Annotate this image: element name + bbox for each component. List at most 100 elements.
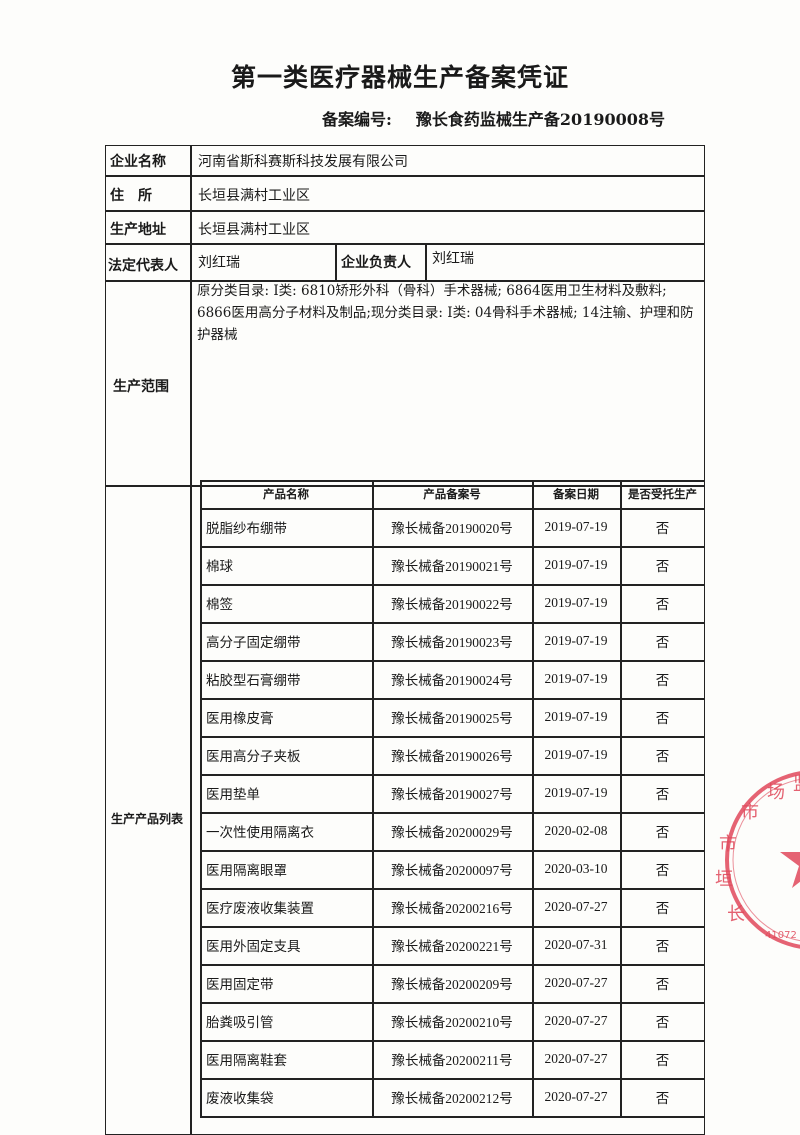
product-record-number: 豫长械备20190024号 [391, 673, 513, 688]
product-name: 胎粪吸引管 [206, 1015, 274, 1030]
product-entrusted: 否 [655, 1015, 670, 1030]
row-divider [200, 1040, 705, 1042]
legal-rep-value: 刘红瑞 [198, 255, 240, 271]
svg-text:41072: 41072 [765, 930, 797, 941]
product-record-date: 2020-07-27 [544, 1013, 608, 1028]
row-divider [200, 926, 705, 928]
row-divider [200, 660, 705, 662]
header-product-name: 产品名称 [263, 489, 309, 501]
product-entrusted: 否 [655, 597, 670, 612]
product-name: 医用橡皮膏 [206, 711, 274, 726]
row-divider [200, 480, 705, 482]
product-name: 医用隔离鞋套 [206, 1053, 287, 1068]
product-entrusted: 否 [655, 521, 670, 536]
product-entrusted: 否 [655, 749, 670, 764]
product-entrusted: 否 [655, 635, 670, 650]
product-record-date: 2019-07-19 [544, 519, 608, 534]
product-record-number: 豫长械备20200209号 [391, 977, 513, 992]
product-record-number: 豫长械备20200221号 [391, 939, 513, 954]
product-record-number: 豫长械备20190026号 [391, 749, 513, 764]
product-record-number: 豫长械备20190023号 [391, 635, 513, 650]
row-divider [200, 622, 705, 624]
product-name: 医用高分子夹板 [206, 749, 301, 764]
product-record-date: 2019-07-19 [544, 709, 608, 724]
row-divider [200, 1116, 705, 1118]
product-record-date: 2020-07-27 [544, 1051, 608, 1066]
header-record-number: 产品备案号 [423, 489, 481, 501]
document-title: 第一类医疗器械生产备案凭证 [230, 63, 569, 92]
product-record-date: 2019-07-19 [544, 785, 608, 800]
svg-text:垣: 垣 [715, 869, 733, 890]
product-name: 医疗废液收集装置 [206, 901, 314, 916]
product-record-date: 2020-07-31 [544, 937, 608, 952]
header-record-date: 备案日期 [553, 489, 599, 501]
column-divider [372, 480, 374, 1116]
product-name: 棉球 [206, 559, 233, 574]
product-entrusted: 否 [655, 787, 670, 802]
product-name: 医用外固定支具 [206, 939, 301, 954]
header-entrusted: 是否受托生产 [628, 489, 697, 501]
column-divider [532, 480, 534, 1116]
product-record-number: 豫长械备20200216号 [391, 901, 513, 916]
company-head-label: 企业负责人 [341, 255, 411, 271]
column-divider [620, 480, 622, 1116]
product-record-date: 2020-07-27 [544, 1089, 608, 1104]
scope-label: 生产范围 [113, 379, 169, 395]
product-record-number: 豫长械备20200029号 [391, 825, 513, 840]
product-record-number: 豫长械备20190027号 [391, 787, 513, 802]
product-entrusted: 否 [655, 1053, 670, 1068]
row-divider [200, 736, 705, 738]
row-divider [200, 584, 705, 586]
product-record-date: 2020-07-27 [544, 899, 608, 914]
product-entrusted: 否 [655, 863, 670, 878]
product-name: 粘胶型石膏绷带 [206, 673, 301, 688]
production-address-value: 长垣县满村工业区 [198, 222, 310, 238]
column-divider [200, 480, 202, 1116]
product-record-number: 豫长械备20190025号 [391, 711, 513, 726]
row-divider [200, 850, 705, 852]
product-record-number: 豫长械备20190021号 [391, 559, 513, 574]
record-number: 备案编号: 豫长食药监械生产备20190008号 [322, 110, 665, 129]
product-record-number: 豫长械备20200210号 [391, 1015, 513, 1030]
product-record-number: 豫长械备20200097号 [391, 863, 513, 878]
product-entrusted: 否 [655, 673, 670, 688]
divider [105, 280, 705, 282]
product-entrusted: 否 [655, 825, 670, 840]
product-entrusted: 否 [655, 901, 670, 916]
svg-text:市: 市 [719, 834, 737, 855]
divider [105, 243, 705, 245]
product-name: 医用垫单 [206, 787, 260, 802]
row-divider [200, 888, 705, 890]
row-divider [200, 698, 705, 700]
row-divider [200, 812, 705, 814]
product-record-date: 2020-02-08 [544, 823, 608, 838]
product-record-number: 豫长械备20200211号 [391, 1053, 513, 1068]
product-record-number: 豫长械备20200212号 [391, 1091, 513, 1106]
row-divider [200, 546, 705, 548]
product-entrusted: 否 [655, 711, 670, 726]
product-record-date: 2019-07-19 [544, 595, 608, 610]
row-divider [200, 1078, 705, 1080]
row-divider [200, 964, 705, 966]
product-list-label: 生产产品列表 [111, 812, 184, 826]
svg-text:监: 监 [793, 774, 800, 795]
divider [190, 145, 192, 1135]
product-name: 废液收集袋 [206, 1091, 274, 1106]
product-record-date: 2020-07-27 [544, 975, 608, 990]
official-seal: 长 垣 市 市 场 监 41072 [715, 771, 800, 949]
address-label: 住 所 [110, 188, 152, 204]
svg-text:市: 市 [741, 802, 759, 823]
svg-text:场: 场 [767, 782, 785, 803]
product-name: 高分子固定绷带 [206, 635, 301, 650]
product-record-date: 2019-07-19 [544, 671, 608, 686]
product-entrusted: 否 [655, 559, 670, 574]
product-name: 脱脂纱布绷带 [206, 521, 287, 536]
divider [105, 485, 705, 487]
row-divider [200, 508, 705, 510]
product-record-date: 2019-07-19 [544, 557, 608, 572]
product-name: 棉签 [206, 597, 233, 612]
address-value: 长垣县满村工业区 [198, 188, 310, 204]
divider [105, 175, 705, 177]
product-entrusted: 否 [655, 939, 670, 954]
product-record-date: 2019-07-19 [544, 747, 608, 762]
